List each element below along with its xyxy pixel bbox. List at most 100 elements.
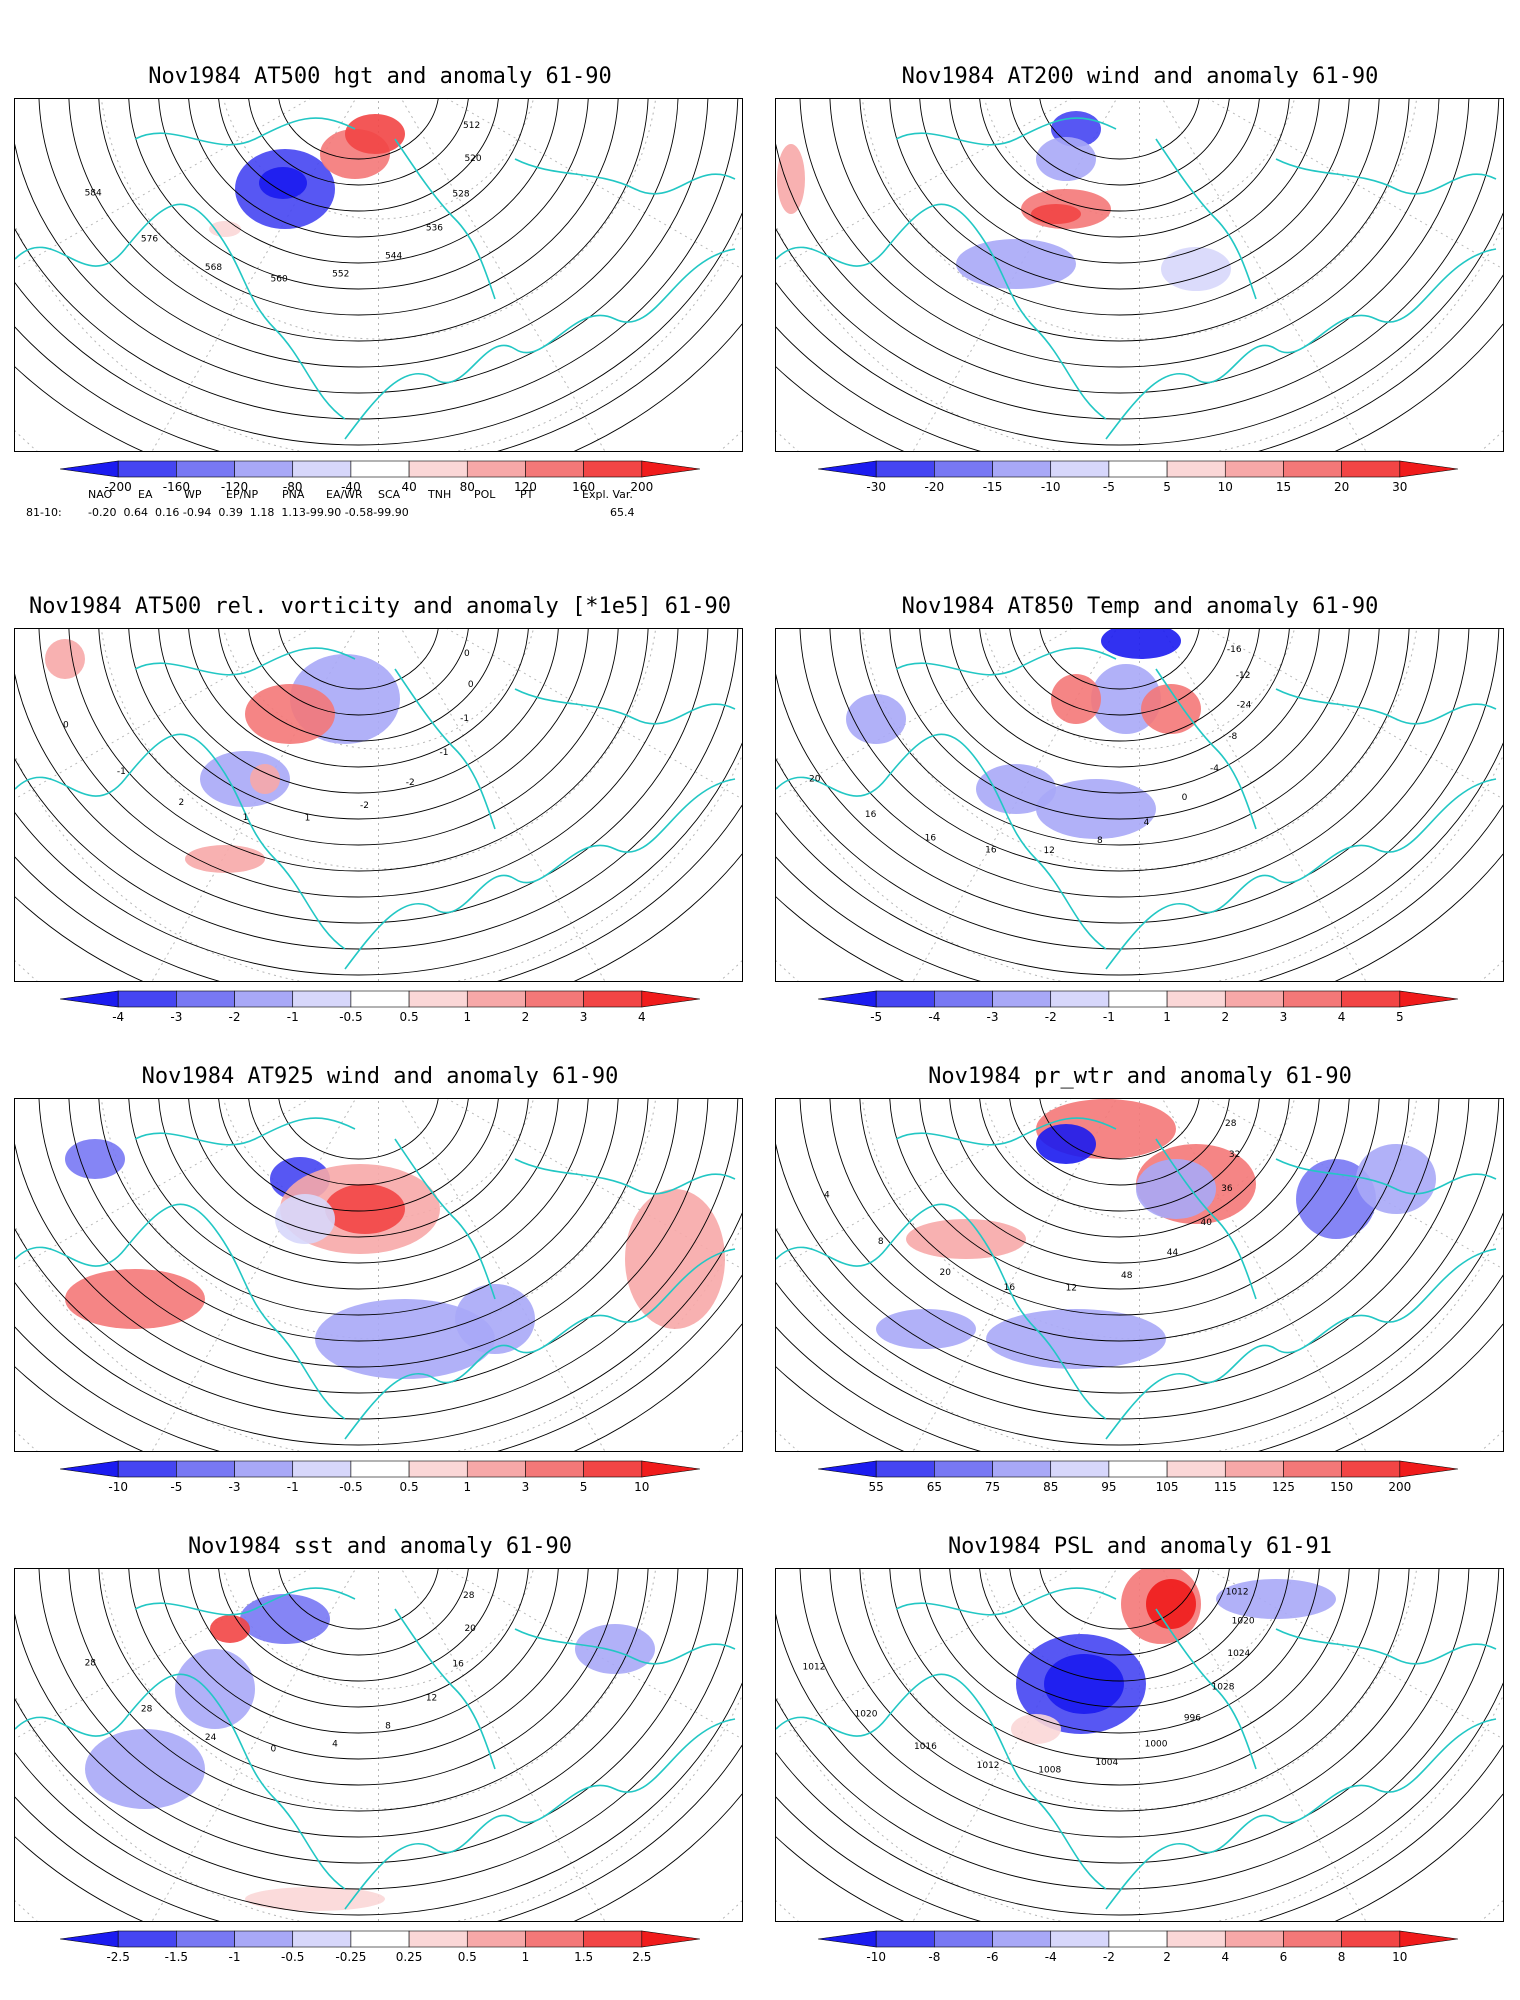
colorbar-svg [60, 460, 700, 478]
colorbar-segment [292, 1930, 352, 1948]
coastline [394, 1608, 496, 1770]
contour-label: 584 [85, 189, 102, 199]
contour-label: 512 [463, 121, 480, 131]
anomaly-shading [1036, 779, 1156, 839]
colorbar-tick-label: 15 [1275, 480, 1292, 494]
contour-line [979, 629, 1260, 742]
colorbar-tick-label: 115 [1213, 1480, 1237, 1494]
colorbar-segment [176, 1930, 235, 1948]
coastline [344, 778, 736, 970]
panel-sst: Nov1984 sst and anomaly 61-90 28 20 16 12 8 4… [0, 1530, 760, 1970]
contour-line [829, 1569, 1410, 1812]
contour-line [949, 99, 1290, 238]
colorbar-arrow-high [641, 1930, 700, 1948]
map-svg: 512 520 528 536 544 552 560 568 576 584 [15, 99, 742, 451]
contour-label: -4 [1210, 764, 1219, 774]
contour-line [829, 1099, 1410, 1342]
colorbar-tick-label: -5 [1102, 480, 1115, 494]
colorbar-tick-label: 200 [1388, 1480, 1412, 1494]
teleconnection-expl-var: 65.4 [610, 506, 635, 519]
contour-line [248, 99, 469, 186]
coastline [134, 1587, 356, 1616]
contour-line [218, 1569, 499, 1682]
colorbar-segment [1050, 1930, 1110, 1948]
contour-label: 8 [385, 1721, 391, 1731]
contour-label: 40 [1200, 1218, 1212, 1228]
contour-label: 0 [464, 649, 470, 659]
colorbar-tick-label: 3 [1279, 1010, 1288, 1024]
contour-line [776, 1682, 1503, 1916]
colorbar-segment [875, 1930, 935, 1948]
colorbar-tick-label: 120 [514, 480, 537, 494]
contour-line [68, 1569, 649, 1812]
colorbar-segment [408, 1930, 468, 1948]
map-area: 28 32 36 40 44 48 12 16 20 8 4 [775, 1098, 1504, 1452]
coastline [344, 1718, 736, 1910]
coastline [1155, 1138, 1257, 1300]
contour-label: 16 [925, 834, 937, 844]
contour-line [98, 1569, 619, 1786]
contour-line [949, 1569, 1290, 1708]
colorbar-tick-label: 125 [1272, 1480, 1295, 1494]
colorbar: -10 -8 -6 -4 -2 2 4 6 8 10 [818, 1930, 1458, 1970]
anomaly-shading [1044, 1654, 1124, 1714]
teleconnection-header: EA [138, 488, 153, 501]
colorbar-tick-label: 3 [579, 1010, 588, 1024]
contour-line [889, 1099, 1350, 1290]
contour-label: 4 [332, 1740, 338, 1750]
meridian-line [446, 629, 742, 800]
contour-label: 36 [1221, 1184, 1233, 1194]
contour-line [919, 1569, 1320, 1734]
contour-label: -1 [439, 748, 448, 758]
colorbar-segment [466, 990, 526, 1008]
colorbar-segment [1224, 1930, 1284, 1948]
contour-line [98, 629, 619, 846]
colorbar-tick-label: 0.25 [395, 1950, 423, 1964]
colorbar-segment [292, 460, 352, 478]
contour-label: 12 [426, 1693, 437, 1703]
contour-label: 44 [1167, 1248, 1179, 1258]
coastline [895, 117, 1117, 146]
colorbar-segment [1166, 460, 1226, 478]
teleconnection-table: NAO EA WP EP/NP PNA EA/WR SCA TNH POL PT Expl. Var… [26, 488, 746, 532]
colorbar-segment [292, 1460, 352, 1478]
teleconnection-header: TNH [428, 488, 452, 501]
contour-line [799, 99, 1440, 368]
contour-line [776, 1099, 1470, 1394]
map-svg [776, 99, 1503, 451]
colorbar-tick-label: -2 [1102, 1950, 1115, 1964]
colorbar-tick-label: -5 [170, 1480, 183, 1494]
colorbar-svg [60, 1930, 700, 1948]
colorbar-segment [176, 1460, 235, 1478]
latitude-circle [861, 629, 1418, 870]
map-svg: 28 20 16 12 8 4 0 24 28 28 [15, 1569, 742, 1921]
colorbar-segment [1224, 460, 1284, 478]
colorbar-segment [1341, 1460, 1401, 1478]
contour-line [15, 1682, 742, 1916]
contour-line [188, 1099, 529, 1238]
colorbar-segment [1108, 1930, 1168, 1948]
contour-line [248, 1099, 469, 1186]
colorbar-arrow-low [818, 990, 877, 1008]
contour-line [218, 99, 499, 212]
colorbar-segment [992, 1460, 1052, 1478]
contour-line [829, 629, 1410, 872]
colorbar-segment [408, 990, 468, 1008]
contour-label: 1028 [1212, 1682, 1235, 1692]
contour-line [1009, 1569, 1230, 1656]
colorbar-segment [934, 990, 993, 1008]
colorbar-tick-label: -160 [162, 480, 190, 494]
colorbar-tick-label: 0.5 [399, 1010, 419, 1024]
colorbar: -5 -4 -3 -2 -1 1 2 3 4 5 [818, 990, 1458, 1030]
meridian-line [1207, 99, 1503, 270]
colorbar-tick-label: 4 [1337, 1010, 1346, 1024]
contour-line [979, 1099, 1260, 1212]
colorbar-segment [1050, 990, 1110, 1008]
contour-line [68, 99, 649, 342]
contour-line [278, 1569, 439, 1630]
colorbar-tick-label: -40 [341, 480, 361, 494]
contour-line [158, 99, 559, 264]
colorbar-segment [1050, 1460, 1110, 1478]
contour-line [1039, 629, 1200, 690]
colorbar-tick-label: -10 [108, 1480, 128, 1494]
